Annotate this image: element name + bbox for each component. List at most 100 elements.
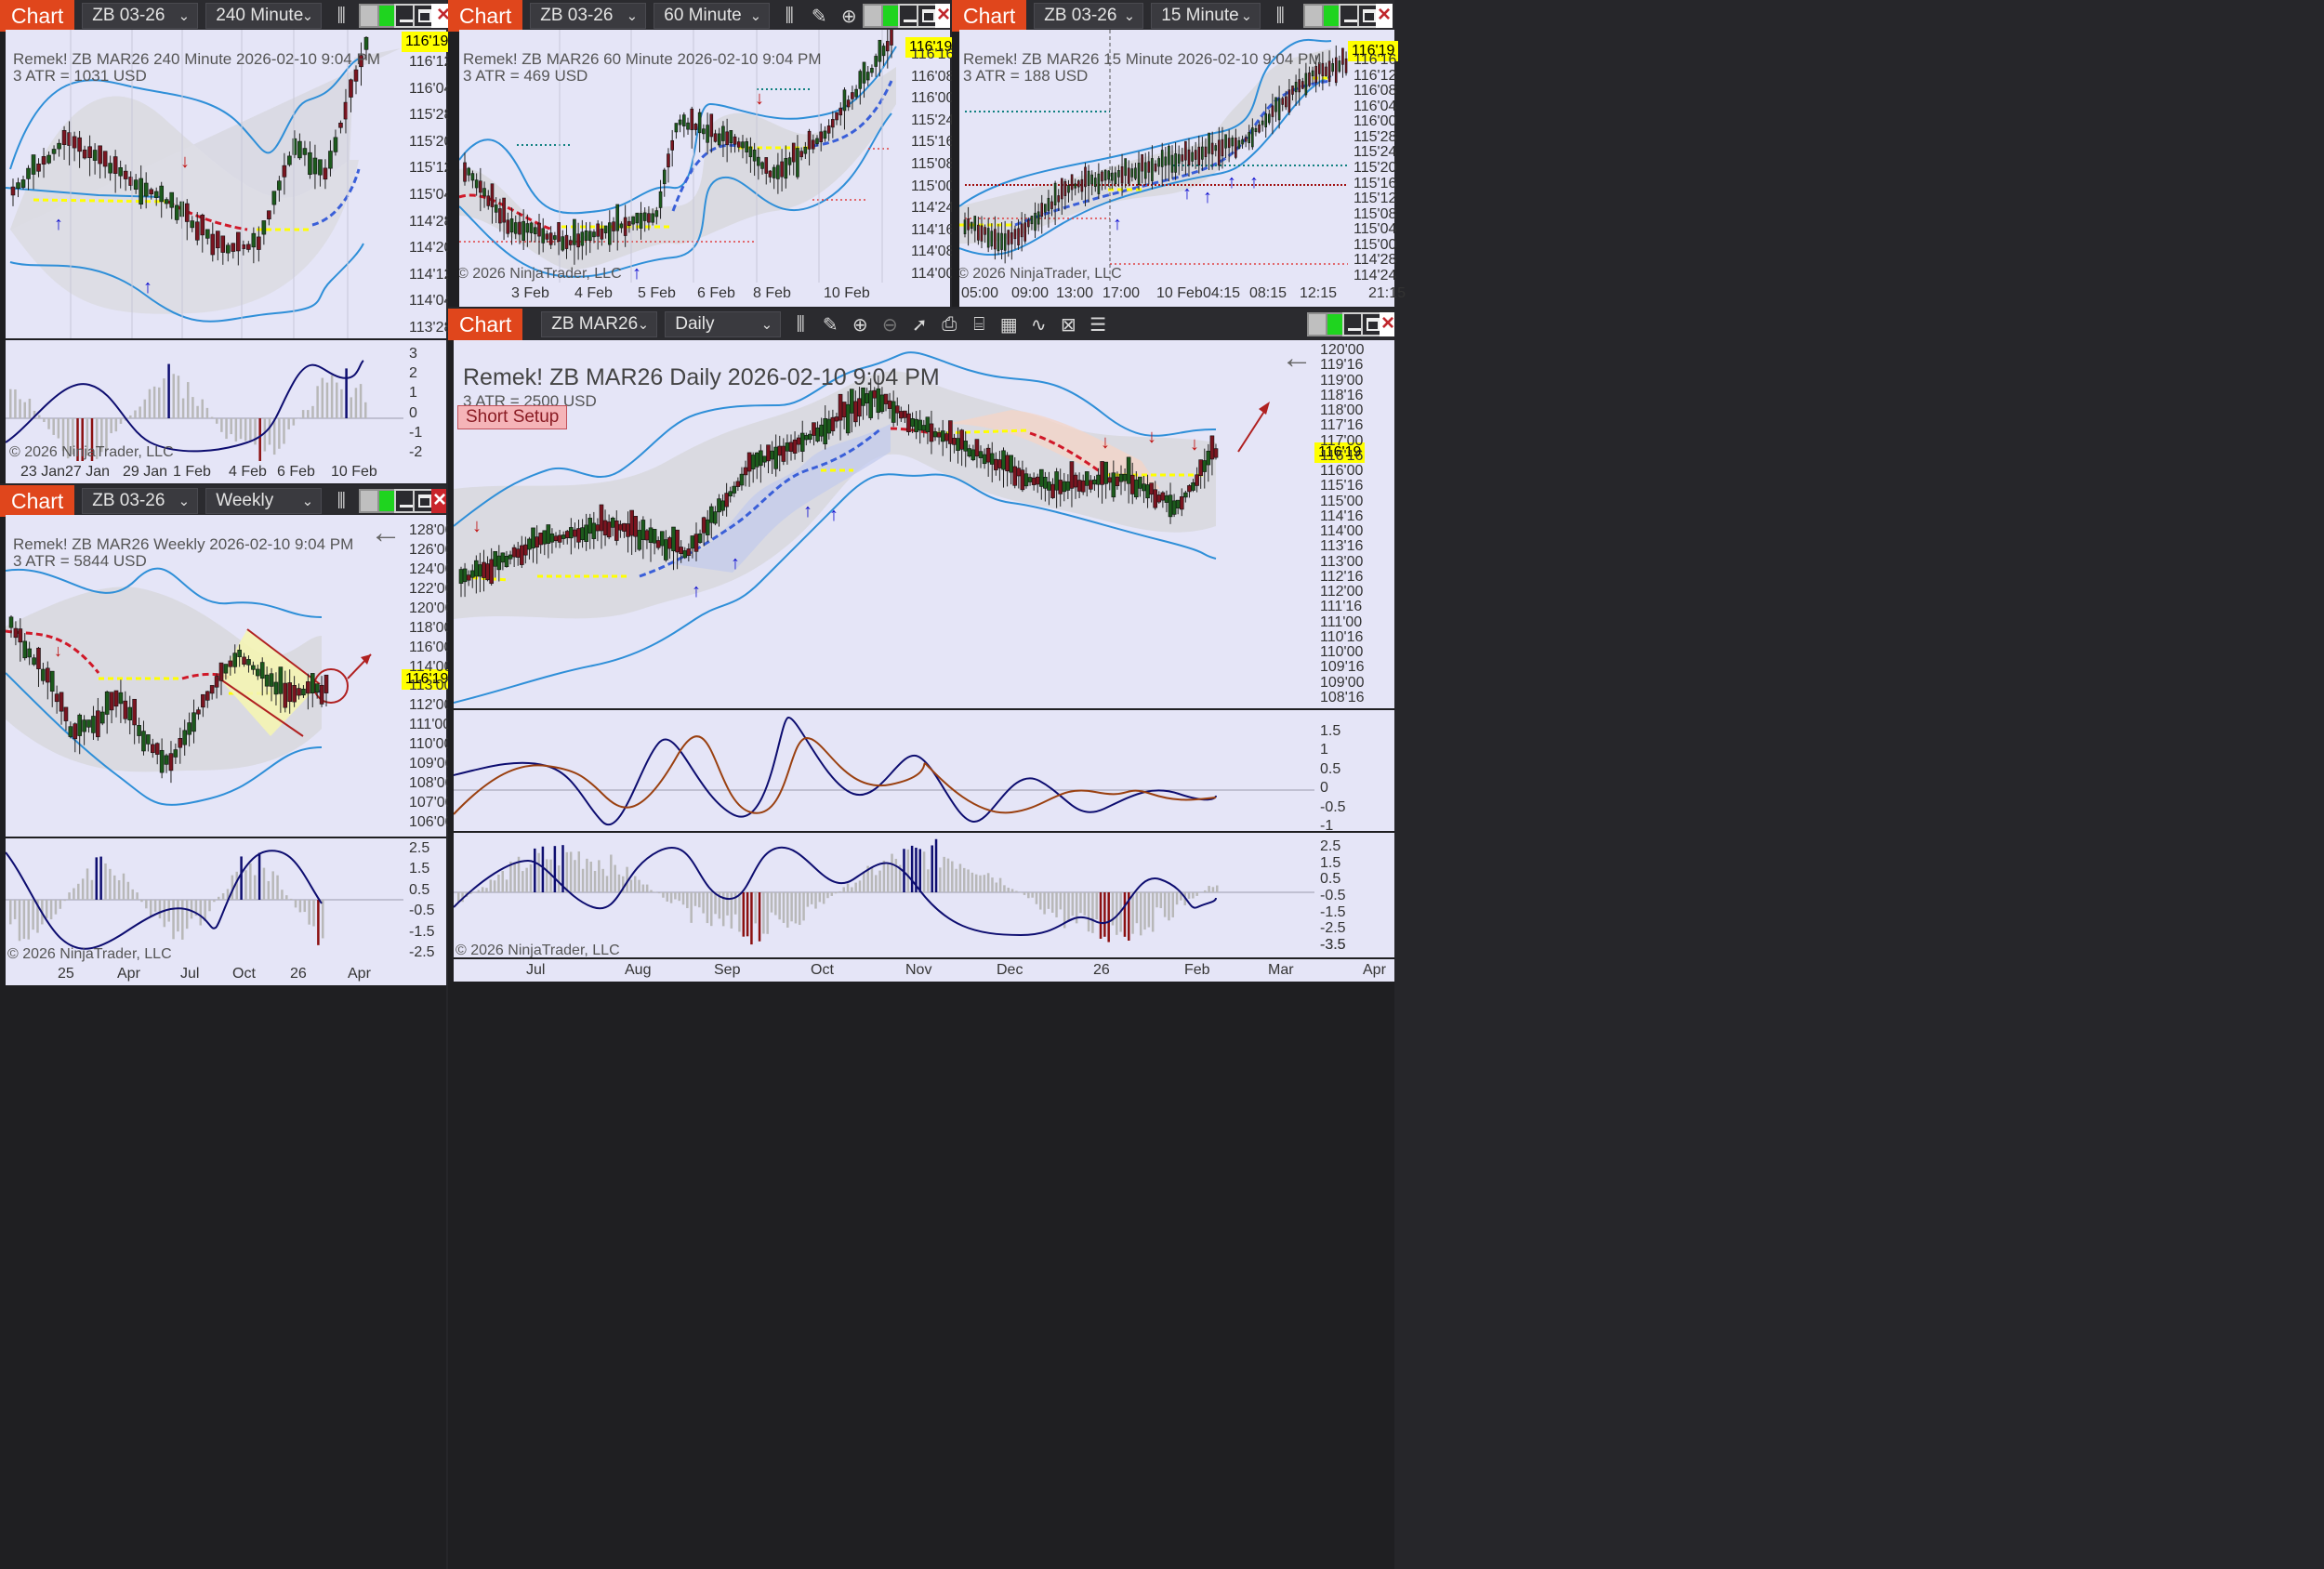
histogram-bar (298, 900, 302, 913)
oscillator-axis[interactable]: 2.5 1.5 0.5 -0.5 -1.5 -2.5 (403, 838, 446, 963)
osc-tick-label: -1 (409, 424, 423, 441)
price-axis[interactable]: 116'19 116'16 116'08 116'00 115'24 115'16 115… (905, 30, 957, 283)
chart-tab[interactable]: Chart (448, 0, 523, 32)
candle-body (815, 427, 820, 442)
candle-body (141, 731, 146, 752)
price-axis[interactable]: 116'19 116'16 116'12 116'08 116'04 116'00 115… (1348, 30, 1399, 283)
oscillator-panel[interactable]: © 2026 NinjaTrader, LLC (6, 838, 403, 963)
chart-window-15min: Chart ZB 03-26⌄ 15 Minute⌄ ⫼ ✎ ⊕ ▾ × (952, 0, 1406, 307)
instrument-selector[interactable]: ZB 03-26 ⌄ (82, 488, 199, 514)
price-axis[interactable]: 116'19 116'12 116'04 115'28 115'20 115'12 115… (402, 30, 453, 338)
chart-tab[interactable]: Chart (952, 0, 1027, 32)
bar-chart-icon[interactable]: ⫼ (785, 5, 794, 26)
chevron-down-icon: ⌄ (1240, 8, 1253, 24)
price-axis[interactable]: 116'19 120'00 119'16 119'00 118'16 118'00 117… (1314, 340, 1394, 708)
oscillator-axis-2[interactable]: 2.5 1.5 0.5 -0.5 -1.5 -2.5 -3.5 -3.5 (1314, 833, 1394, 957)
time-axis[interactable]: 3 Feb 4 Feb 5 Feb 6 Feb 8 Feb 10 Feb (459, 283, 950, 307)
histogram-bar (477, 890, 481, 892)
price-panel[interactable]: ↓ Remek! ZB MAR26 Weekly 2026-02-10 9:04… (6, 515, 403, 837)
chart-tab[interactable]: Chart (0, 485, 75, 517)
histogram-bar (605, 876, 609, 892)
drawing-tool-icon[interactable]: ✎ (822, 314, 838, 336)
candle-body (200, 214, 205, 236)
candle-body (1153, 489, 1158, 508)
properties-icon[interactable]: ∿ (1030, 314, 1047, 336)
price-tick-label: 112'16 (1320, 568, 1364, 585)
price-panel[interactable]: ↑ ↑ ↓ Remek! ZB MAR26 240 Minute 2026-02… (6, 30, 403, 338)
histogram-bar (104, 863, 107, 900)
time-tick-label: 25 (58, 966, 74, 982)
candle-body (980, 225, 984, 242)
candle-body (989, 453, 995, 465)
price-tick-label: 109'00 (1320, 674, 1365, 691)
chart-info-line: Remek! ZB MAR26 Weekly 2026-02-10 9:04 P… (13, 535, 354, 553)
oscillator-panel-1[interactable] (454, 710, 1314, 831)
bar-chart-icon[interactable]: ⫼ (337, 490, 346, 511)
interval-selector[interactable]: Weekly ⌄ (205, 488, 323, 514)
time-axis[interactable]: 05:00 09:00 13:00 17:00 10 Feb 04:15 08:15 12:1… (959, 283, 1406, 307)
close-button[interactable]: × (1380, 310, 1395, 336)
instrument-selector[interactable]: ZB MAR26 ⌄ (541, 311, 658, 337)
candle-body (1039, 468, 1044, 487)
close-button[interactable]: × (1376, 2, 1393, 28)
zoom-out-icon[interactable]: ⊖ (881, 314, 898, 336)
data-box-icon[interactable]: ⎙ (942, 313, 957, 335)
oscillator-axis[interactable]: 3 2 1 0 -1 -2 (403, 340, 446, 461)
back-arrow-icon[interactable]: ← (1281, 340, 1313, 376)
interval-selector[interactable]: Daily ⌄ (665, 311, 782, 337)
pointer-icon[interactable]: ➚ (911, 314, 928, 336)
histogram-bar (678, 892, 680, 902)
candle-body (1317, 61, 1321, 74)
price-axis[interactable]: 116'19 128'00 126'00 124'00 122'00 120'00 118… (402, 515, 454, 837)
candle-body (282, 165, 287, 178)
strategies-icon[interactable]: ▦ (999, 314, 1018, 336)
oscillator-axis-1[interactable]: 1.5 1 0.5 0 -0.5 -1 (1314, 710, 1394, 834)
candle-body (1070, 174, 1074, 191)
back-arrow-icon[interactable]: ← (370, 515, 402, 550)
svg-text:↓: ↓ (472, 516, 482, 536)
bar-chart-icon[interactable]: ⫼ (337, 5, 346, 26)
histogram-bar (66, 418, 70, 459)
chart-tab[interactable]: Chart (0, 0, 75, 32)
oscillator-panel[interactable]: © 2026 NinjaTrader, LLC (6, 340, 403, 461)
price-panel[interactable]: ↑ ↑ ↑ ↑ ↑ ↑ Remek! ZB MAR26 15 Minute 20… (959, 30, 1348, 283)
indicators-icon[interactable]: ⌸ (973, 313, 985, 335)
chart-tab[interactable]: Chart (448, 309, 523, 340)
histogram-bar (1171, 892, 1175, 917)
time-tick-label: Apr (117, 966, 140, 982)
bar-chart-icon[interactable]: ⫼ (1275, 5, 1285, 26)
interval-selector[interactable]: 15 Minute ⌄ (1151, 3, 1261, 29)
price-panel[interactable]: ↓ ↑ ↑ ↑ ↑ ↓ ↓ ↓ Remek! ZB MAR26 Daily 20… (454, 340, 1314, 708)
close-button[interactable]: × (935, 2, 951, 28)
interval-selector[interactable]: 60 Minute ⌄ (654, 3, 771, 29)
time-tick-label: Jul (526, 962, 546, 978)
instrument-selector[interactable]: ZB 03-26 ⌄ (530, 3, 647, 29)
histogram-bar (875, 875, 878, 892)
price-tick-label: 109'00 (409, 756, 454, 772)
candle-body (519, 545, 524, 565)
list-icon[interactable]: ☰ (1089, 314, 1107, 336)
histogram-bar (312, 900, 315, 927)
histogram-bar (513, 862, 516, 892)
drawing-tool-icon[interactable]: ✎ (811, 6, 827, 27)
histogram-bar (131, 889, 134, 900)
histogram-bar (253, 875, 257, 900)
candle-body (1164, 494, 1169, 503)
instrument-selector[interactable]: ZB 03-26 ⌄ (82, 3, 199, 29)
interval-selector[interactable]: 240 Minute ⌄ (205, 3, 323, 29)
candle-body (273, 681, 279, 695)
candle-body (338, 123, 343, 128)
zoom-in-icon[interactable]: ⊕ (852, 314, 868, 336)
instrument-selector[interactable]: ZB 03-26 ⌄ (1034, 3, 1144, 29)
candle-body (1074, 183, 1076, 189)
price-panel[interactable]: ↑ ↓ Remek! ZB MAR26 60 Minute 2026-02-10… (459, 30, 905, 283)
time-axis[interactable]: Jul Aug Sep Oct Nov Dec 26 Feb Mar Apr (454, 959, 1394, 982)
time-axis[interactable]: 25 Apr Jul Oct 26 Apr (6, 963, 446, 985)
bar-chart-icon[interactable]: ⫼ (796, 313, 805, 335)
chevron-down-icon: ⌄ (749, 8, 762, 24)
close-button[interactable]: × (431, 487, 447, 513)
time-axis[interactable]: 23 Jan 27 Jan 29 Jan 1 Feb 4 Feb 6 Feb 10 Feb (6, 461, 446, 483)
templates-icon[interactable]: ⊠ (1060, 314, 1076, 336)
oscillator-panel-2[interactable]: © 2026 NinjaTrader, LLC (454, 833, 1314, 957)
zoom-in-icon[interactable]: ⊕ (840, 6, 857, 27)
